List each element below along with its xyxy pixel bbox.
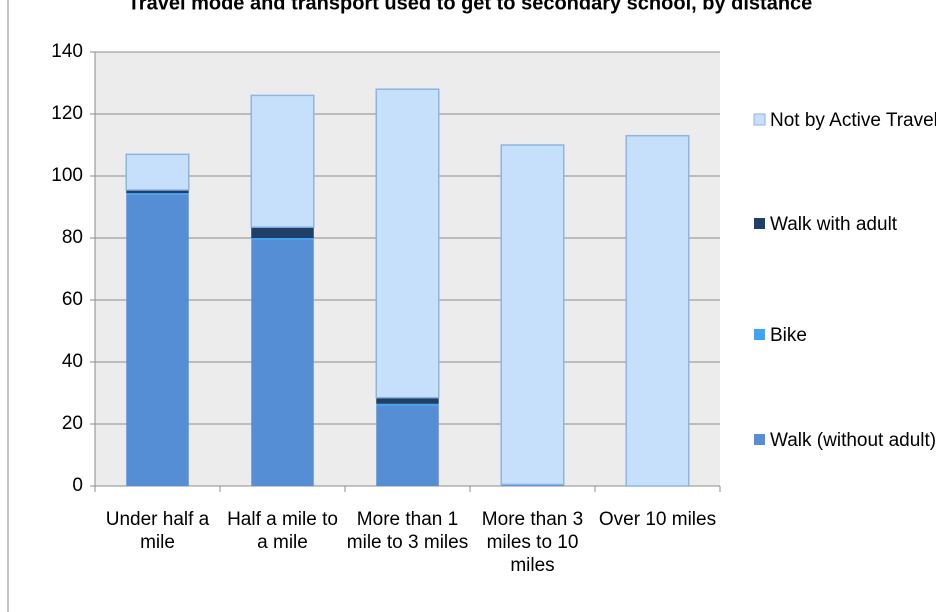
legend-swatch (754, 218, 765, 229)
bar-segment (126, 189, 189, 194)
y-tick-label: 40 (62, 351, 83, 372)
y-tick-label: 60 (62, 289, 83, 310)
bar-segment (251, 238, 314, 240)
bar-segment (126, 194, 189, 486)
bar-segment (375, 88, 440, 399)
y-tick-label: 80 (62, 227, 83, 248)
bar-segment (500, 144, 565, 486)
y-tick-label: 120 (51, 103, 83, 124)
legend-swatch (753, 113, 766, 126)
x-tick-label: More than 1 mile to 3 miles (346, 509, 469, 553)
bar-segment (376, 403, 439, 406)
bar-segment (376, 397, 439, 404)
x-tick-label: Half a mile to a mile (227, 509, 338, 553)
y-tick-label: 20 (62, 413, 83, 434)
x-tick-label: Over 10 miles (598, 509, 717, 530)
chart-title: Travel mode and transport used to get to… (128, 0, 813, 14)
legend-label: Walk with adult (770, 214, 898, 235)
legend-swatch (754, 329, 765, 340)
bar-segment (251, 227, 314, 238)
x-tick-label: More than 3 miles to 10 miles (481, 509, 584, 576)
bar-segment (501, 484, 564, 486)
x-tick-label: Under half a mile (105, 509, 210, 553)
legend-label: Bike (770, 325, 807, 346)
bar-segment (251, 239, 314, 486)
bar-segment (625, 134, 690, 487)
legend-label: Not by Active Travel (770, 110, 936, 131)
bar-segment (126, 193, 189, 195)
y-tick-label: 0 (72, 475, 83, 496)
legend-swatch (754, 434, 765, 445)
legend-label: Walk (without adult) (770, 430, 936, 451)
bar-segment (376, 405, 439, 486)
bar-segment (125, 153, 190, 191)
y-tick-label: 140 (51, 41, 83, 62)
y-tick-label: 100 (51, 165, 83, 186)
bar-segment (250, 94, 315, 228)
